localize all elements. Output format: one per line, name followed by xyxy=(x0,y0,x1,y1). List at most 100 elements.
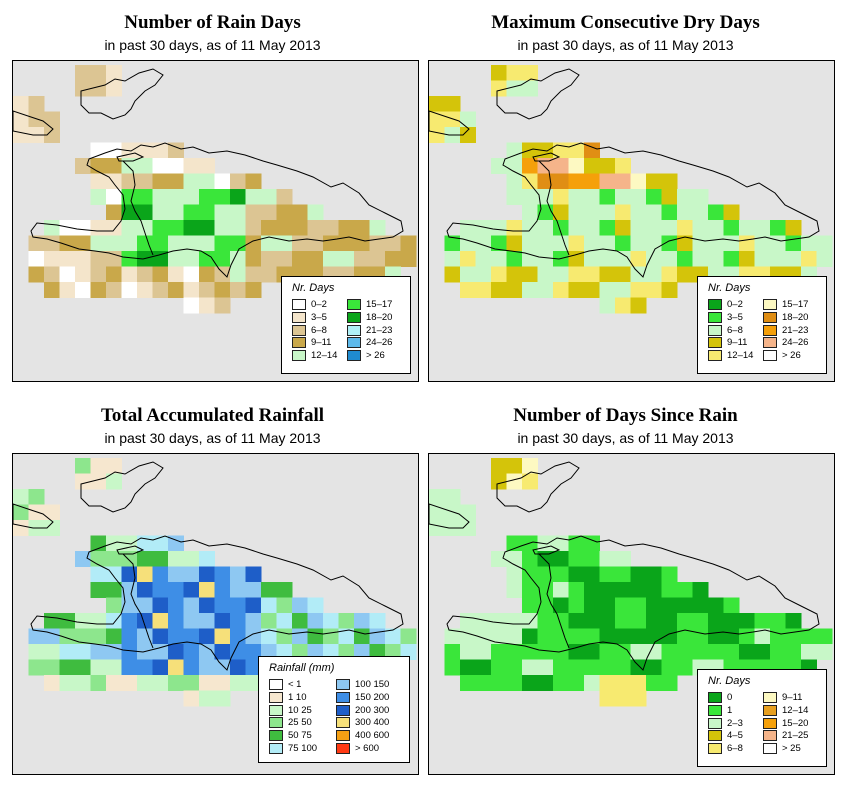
grid-cell xyxy=(276,613,293,629)
grid-cell xyxy=(354,613,370,629)
grid-cell xyxy=(661,644,678,660)
grid-cell xyxy=(214,566,231,583)
grid-cell xyxy=(568,189,585,205)
grid-cell xyxy=(491,675,507,691)
grid-cell xyxy=(615,204,631,221)
grid-cell xyxy=(661,173,678,190)
grid-cell xyxy=(323,628,339,645)
grid-cell xyxy=(677,628,693,645)
grid-cell xyxy=(568,659,585,676)
grid-cell xyxy=(460,282,476,298)
grid-cell xyxy=(491,282,507,298)
grid-cell xyxy=(214,628,231,645)
grid-cell xyxy=(599,675,616,691)
grid-cell xyxy=(183,675,200,691)
grid-cell xyxy=(599,644,616,660)
grid-cell xyxy=(261,220,277,236)
grid-cell xyxy=(553,597,569,614)
grid-cell xyxy=(553,675,569,691)
grid-cell xyxy=(44,628,60,645)
grid-cell xyxy=(506,458,523,474)
grid-cell xyxy=(677,613,693,629)
grid-cell xyxy=(630,582,647,598)
grid-cell xyxy=(692,189,709,205)
panel-2-subtitle: in past 30 days, as of 11 May 2013 xyxy=(517,37,734,53)
grid-cell xyxy=(646,173,662,190)
grid-cell xyxy=(630,628,647,645)
grid-cell xyxy=(630,282,647,298)
grid-cell xyxy=(385,628,401,645)
grid-cell xyxy=(230,251,246,267)
grid-cell xyxy=(230,659,246,676)
grid-cell xyxy=(245,566,262,583)
grid-cell xyxy=(152,235,169,252)
legend-label: 6–8 xyxy=(727,324,743,336)
grid-cell xyxy=(44,675,60,691)
grid-cell xyxy=(491,613,507,629)
tortuga-coastline xyxy=(116,545,145,555)
legend-swatch xyxy=(269,691,283,703)
grid-cell xyxy=(106,282,122,298)
grid-cell xyxy=(183,613,200,629)
grid-cell xyxy=(292,204,308,221)
grid-cell xyxy=(537,158,554,174)
grid-cell xyxy=(230,220,246,236)
grid-cell xyxy=(276,251,293,267)
grid-cell xyxy=(199,644,215,660)
grid-cell xyxy=(584,204,600,221)
grid-cell xyxy=(615,613,631,629)
grid-cell xyxy=(106,566,122,583)
grid-cell xyxy=(754,251,771,267)
grid-cell xyxy=(537,566,554,583)
grid-cell xyxy=(584,675,600,691)
grid-cell xyxy=(460,220,476,236)
grid-cell xyxy=(75,613,91,629)
inagua-coastline xyxy=(80,68,164,120)
grid-cell xyxy=(475,659,492,676)
grid-cell xyxy=(801,644,817,660)
grid-cell xyxy=(646,204,662,221)
grid-cell xyxy=(630,297,647,314)
grid-cell xyxy=(245,659,262,676)
grid-cell xyxy=(106,204,122,221)
grid-cell xyxy=(677,251,693,267)
grid-cell xyxy=(584,628,600,645)
grid-cell xyxy=(630,235,647,252)
grid-cell xyxy=(168,597,184,614)
grid-cell xyxy=(522,551,538,567)
grid-cell xyxy=(646,628,662,645)
grid-cell xyxy=(137,597,153,614)
grid-cell xyxy=(491,266,507,283)
grid-cell xyxy=(152,282,169,298)
grid-cell xyxy=(506,659,523,676)
grid-cell xyxy=(506,189,523,205)
grid-cell xyxy=(385,235,401,252)
tortuga-coastline xyxy=(532,152,561,162)
haiti-dr-border xyxy=(122,160,154,256)
grid-cell xyxy=(460,659,476,676)
legend-swatch xyxy=(708,299,722,310)
grid-cell xyxy=(630,690,647,707)
grid-cell xyxy=(245,613,262,629)
grid-cell xyxy=(584,597,600,614)
grid-cell xyxy=(522,659,538,676)
grid-cell xyxy=(44,235,60,252)
grid-cell xyxy=(59,266,76,283)
grid-cell xyxy=(506,282,523,298)
grid-cell xyxy=(168,251,184,267)
grid-cell xyxy=(199,690,215,707)
grid-cell xyxy=(90,80,107,97)
grid-cell xyxy=(121,235,138,252)
grid-cell xyxy=(137,189,153,205)
grid-cell xyxy=(584,644,600,660)
dry-days-map: Nr. Days 0–2 3–5 6–8 9–11 12–14 15–17 18–20 21–… xyxy=(428,60,835,382)
grid-cell xyxy=(90,644,107,660)
grid-cell xyxy=(13,489,29,505)
grid-cell xyxy=(152,142,169,159)
grid-cell xyxy=(661,675,678,691)
grid-cell xyxy=(137,235,153,252)
grid-cell xyxy=(183,690,200,707)
legend-label: 21–23 xyxy=(366,324,393,336)
